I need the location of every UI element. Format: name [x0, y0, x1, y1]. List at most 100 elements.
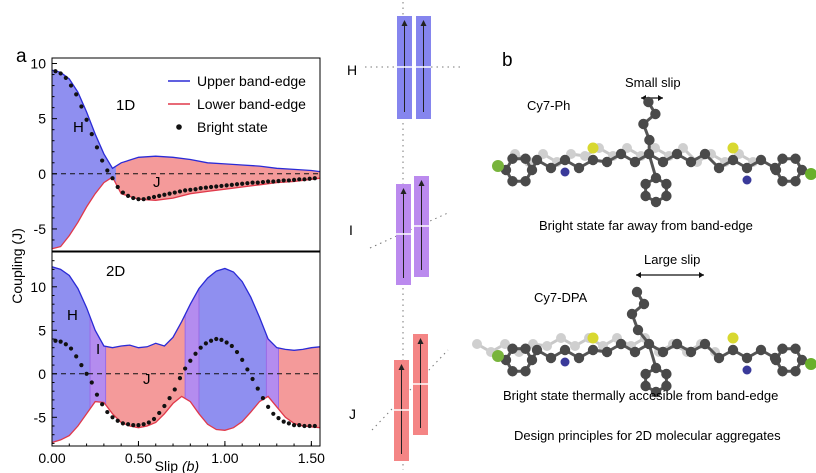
data-point-bright-state — [229, 182, 234, 187]
atom-carbon — [790, 153, 801, 164]
region-fill-i-1 — [90, 316, 106, 409]
data-point-bright-state — [234, 349, 240, 355]
region-fill-i-3 — [185, 288, 199, 414]
atom-carbon — [671, 148, 683, 160]
region-fill-h-0 — [52, 70, 116, 249]
atom-carbon — [526, 164, 538, 176]
data-point-bright-state — [151, 416, 157, 422]
molecule-1-slip-label: Small slip — [625, 75, 681, 90]
atom-carbon — [671, 338, 683, 350]
data-point-bright-state — [63, 342, 68, 347]
data-point-bright-state — [286, 421, 291, 426]
y-tick-label: -5 — [34, 221, 47, 237]
atom-carbon — [741, 162, 753, 174]
data-point-bright-state — [68, 83, 74, 88]
x-tick-label: 0.50 — [125, 450, 152, 466]
slip-arrow-large-icon — [636, 272, 704, 278]
schematic-column: H I J — [347, 2, 460, 470]
atom-carbon — [640, 178, 651, 190]
atom-carbon — [520, 176, 531, 187]
atom-nitrogen — [742, 365, 752, 375]
molecule-2-structure — [472, 286, 816, 398]
atom-carbon — [640, 380, 651, 392]
data-point-bright-state — [74, 92, 79, 97]
data-point-bright-state — [105, 409, 110, 415]
schematic-label-h: H — [347, 62, 357, 78]
data-point-bright-state — [63, 75, 68, 80]
region-fill-h-4 — [198, 268, 267, 431]
schematic-label-i: I — [349, 222, 353, 238]
region-label-2d: 2D — [106, 263, 125, 280]
atom-carbon — [727, 344, 739, 356]
atom-carbon — [777, 366, 788, 377]
region-label-1d: 1D — [116, 97, 135, 114]
atom-carbon — [657, 346, 669, 358]
data-point-bright-state — [167, 191, 172, 196]
atom-carbon — [629, 156, 641, 168]
data-point-bright-state — [120, 421, 125, 426]
atom-carbon — [520, 366, 531, 377]
data-point-bright-state — [286, 178, 291, 183]
atom-carbon — [790, 343, 801, 354]
data-point-bright-state — [162, 192, 167, 197]
data-point-bright-state — [58, 71, 63, 76]
data-point-bright-state — [141, 422, 146, 427]
data-point-bright-state — [291, 423, 297, 428]
atom-sulfur — [727, 332, 739, 344]
atom-carbon — [777, 343, 788, 354]
data-point-bright-state — [229, 343, 234, 349]
data-point-bright-state — [89, 131, 94, 137]
data-point-bright-state — [260, 179, 266, 185]
zone-label-j-2d: J — [143, 371, 151, 388]
atom-carbon — [755, 154, 767, 166]
atom-carbon — [650, 172, 662, 184]
atom-ghost — [472, 339, 482, 349]
atom-carbon — [507, 343, 518, 354]
atom-nitrogen — [560, 167, 570, 177]
data-point-bright-state — [58, 339, 63, 344]
atom-sulfur — [727, 142, 739, 154]
legend-label-lower: Lower band-edge — [197, 96, 306, 112]
data-point-bright-state — [157, 193, 162, 198]
data-point-bright-state — [115, 184, 120, 190]
schematic-h — [365, 16, 460, 119]
series-line-lower-band-edge — [51, 176, 321, 250]
data-point-bright-state — [125, 422, 131, 427]
region-fill-i-5 — [266, 334, 279, 409]
molecule-1-name: Cy7-Ph — [527, 98, 570, 113]
atom-carbon — [650, 386, 662, 398]
data-point-bright-state — [89, 380, 94, 385]
atom-carbon — [777, 153, 788, 164]
data-point-bright-state — [193, 351, 198, 356]
molecule-2-slip-label: Large slip — [644, 252, 700, 267]
data-point-bright-state — [203, 341, 208, 346]
atom-carbon — [545, 162, 557, 174]
atom-sulfur — [587, 332, 599, 344]
atom-carbon — [713, 352, 725, 364]
data-point-bright-state — [302, 177, 307, 182]
atom-halogen — [805, 168, 816, 180]
atom-carbon — [526, 354, 538, 366]
data-point-bright-state — [255, 386, 260, 391]
data-point-bright-state — [84, 117, 89, 122]
plot-2d: 10 5 0 -5 0.00 0.50 1.00 1.50 — [30, 251, 325, 466]
data-point-bright-state — [146, 195, 151, 201]
data-point-bright-state — [100, 402, 105, 407]
data-point-bright-state — [125, 193, 131, 198]
data-point-bright-state — [151, 194, 157, 200]
zone-label-h-2d: H — [67, 307, 78, 324]
data-point-bright-state — [276, 416, 281, 421]
plot-frame — [51, 57, 321, 252]
atom-carbon — [727, 154, 739, 166]
atom-carbon — [777, 176, 788, 187]
y-tick-label: 10 — [30, 279, 46, 295]
data-point-bright-state — [53, 69, 58, 74]
zone-label-i-2d: I — [96, 341, 100, 358]
data-point-bright-state — [162, 403, 167, 409]
data-point-bright-state — [255, 180, 260, 185]
series-line-lower-band-edge — [51, 395, 321, 444]
atom-carbon — [615, 338, 627, 350]
molecule-1-structure — [492, 96, 816, 208]
data-point-bright-state — [208, 338, 214, 343]
